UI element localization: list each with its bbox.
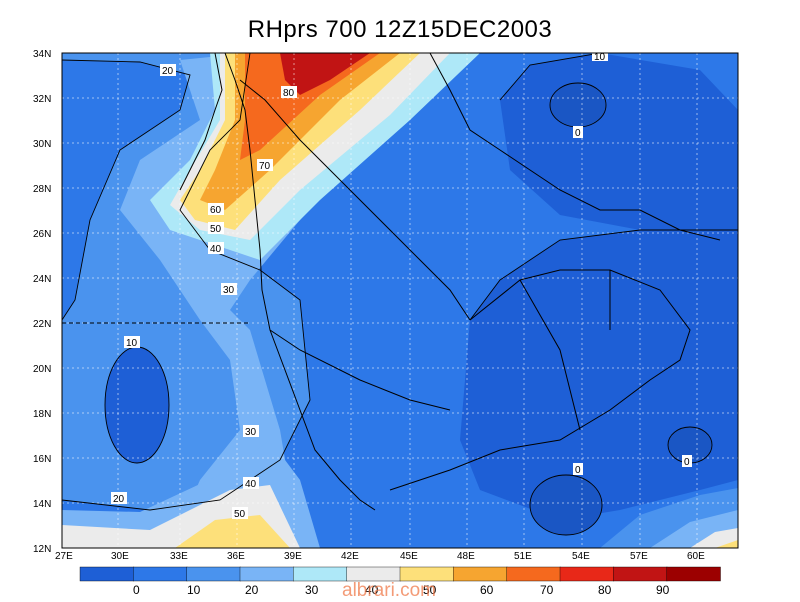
contour-label: 0 <box>684 457 690 468</box>
band-below0-north <box>550 83 606 127</box>
lat-tick-label: 12N <box>33 544 51 555</box>
colorbar-swatch <box>399 566 455 582</box>
contour-label: 10 <box>126 338 138 349</box>
contour-label: 20 <box>162 66 174 77</box>
contour-label: 10 <box>594 52 606 63</box>
lon-tick-label: 39E <box>284 551 302 562</box>
filled-contours: 10 20 30 40 50 60 70 80 10 20 30 40 50 <box>62 52 738 548</box>
colorbar-swatch <box>453 566 508 582</box>
lat-tick-label: 26N <box>33 229 51 240</box>
lat-tick-label: 30N <box>33 139 51 150</box>
contour-label: 70 <box>259 161 271 172</box>
lon-tick-label: 60E <box>687 551 705 562</box>
lon-axis: 27E 30E 33E 36E 39E 42E 45E 48E 51E 54E … <box>55 551 705 562</box>
colorbar-labels: 0 10 20 30 40 50 60 70 80 90 <box>133 583 670 597</box>
map-title: RHprs 700 12Z15DEC2003 <box>247 16 553 43</box>
contour-label: 80 <box>283 88 295 99</box>
colorbar-swatch <box>559 566 615 582</box>
contour-lines <box>62 53 738 536</box>
lat-tick-label: 20N <box>33 364 51 375</box>
colorbar-label: 20 <box>245 583 259 597</box>
band-southeast-40-50 <box>690 528 738 548</box>
band-80-90 <box>240 53 380 160</box>
colorbar-swatch <box>506 566 561 582</box>
colorbar-swatch <box>186 566 241 582</box>
colorbar-swatch <box>346 566 401 582</box>
colorbar-label: 30 <box>305 583 319 597</box>
colorbar-label: 10 <box>187 583 201 597</box>
lon-tick-label: 36E <box>227 551 245 562</box>
colorbar-label: 50 <box>423 583 437 597</box>
contour-label: 40 <box>210 244 222 255</box>
lat-tick-label: 18N <box>33 409 51 420</box>
band-south-50-60 <box>175 515 290 548</box>
map-frame <box>61 52 739 549</box>
colorbar <box>79 566 721 582</box>
band-10-20-westpocket <box>62 60 190 320</box>
lat-tick-label: 32N <box>33 94 51 105</box>
lon-tick-label: 48E <box>457 551 475 562</box>
colorbar-label: 0 <box>133 583 140 597</box>
contour-label: 50 <box>234 509 246 520</box>
colorbar-label: 90 <box>656 583 670 597</box>
contour-label: 30 <box>223 285 235 296</box>
contour-label: 40 <box>245 479 257 490</box>
colorbar-swatch <box>79 566 135 582</box>
lat-tick-label: 24N <box>33 274 51 285</box>
colorbar-label: 80 <box>598 583 612 597</box>
colorbar-swatch <box>133 566 188 582</box>
colorbar-swatch <box>666 566 721 582</box>
colorbar-label: 70 <box>540 583 554 597</box>
colorbar-label: 40 <box>365 583 379 597</box>
band-below0-south <box>530 475 602 535</box>
lat-tick-label: 34N <box>33 49 51 60</box>
lon-tick-label: 33E <box>170 551 188 562</box>
lon-tick-label: 42E <box>341 551 359 562</box>
contour-label: 20 <box>113 494 125 505</box>
lat-tick-label: 28N <box>33 184 51 195</box>
band-below0-east <box>668 427 712 463</box>
contour-label-group: 10 20 30 40 50 60 70 80 10 20 30 40 50 <box>111 52 692 520</box>
band-southeast-50-60 <box>715 540 738 548</box>
lat-tick-label: 22N <box>33 319 51 330</box>
contour-label: 30 <box>245 427 257 438</box>
lon-tick-label: 27E <box>55 551 73 562</box>
lat-tick-label: 14N <box>33 499 51 510</box>
contour-label: 0 <box>575 465 581 476</box>
lat-tick-label: 16N <box>33 454 51 465</box>
band-90-plus <box>280 53 370 95</box>
contour-label: 50 <box>210 224 222 235</box>
lon-tick-label: 54E <box>572 551 590 562</box>
contour-label: 60 <box>210 205 222 216</box>
lon-tick-label: 45E <box>400 551 418 562</box>
colorbar-swatch <box>239 566 295 582</box>
lon-tick-label: 30E <box>111 551 129 562</box>
contour-label: 0 <box>575 128 581 139</box>
band-0-10-west <box>105 347 169 463</box>
lat-axis: 34N 32N 30N 28N 26N 24N 22N 20N 18N 16N … <box>33 49 51 555</box>
lon-tick-label: 51E <box>514 551 532 562</box>
lon-tick-label: 57E <box>630 551 648 562</box>
colorbar-label: 60 <box>480 583 494 597</box>
watermark: albrari.com <box>342 580 436 601</box>
coastlines <box>62 53 721 511</box>
colorbar-swatch <box>293 566 348 582</box>
colorbar-swatch <box>613 566 668 582</box>
